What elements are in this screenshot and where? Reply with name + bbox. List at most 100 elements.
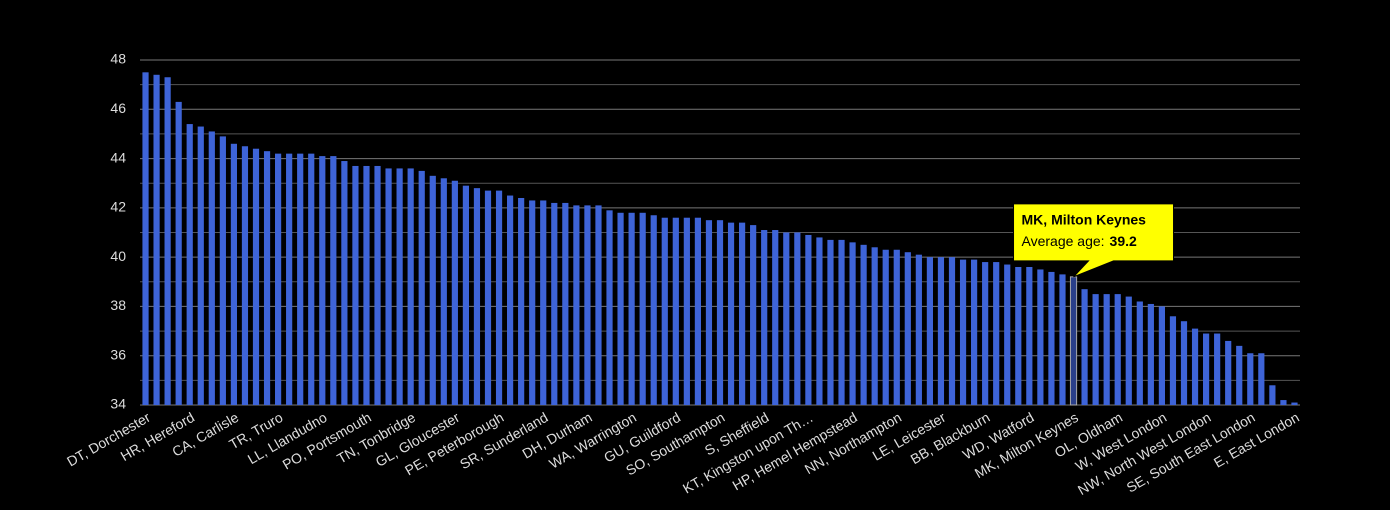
bar <box>208 131 215 405</box>
bar <box>297 153 304 405</box>
bar <box>197 126 204 406</box>
bar <box>816 237 823 405</box>
bar <box>595 205 602 405</box>
bar <box>396 168 403 405</box>
bar <box>937 257 945 405</box>
bar <box>617 212 624 405</box>
tooltip: MK, Milton Keynes Average age: 39.2 <box>1013 203 1175 278</box>
bar <box>772 230 779 405</box>
y-tick-label: 46 <box>110 100 126 116</box>
bar <box>573 205 580 405</box>
y-tick-label: 48 <box>110 51 126 67</box>
bar <box>551 202 558 405</box>
bar <box>540 200 547 405</box>
bar <box>661 217 668 405</box>
bar <box>1158 306 1165 405</box>
bar <box>1280 400 1287 405</box>
bar <box>584 205 591 405</box>
bar <box>959 259 967 405</box>
bar <box>219 136 226 405</box>
bar <box>308 153 315 405</box>
bar <box>1004 264 1011 405</box>
bar <box>1015 267 1022 405</box>
bar <box>1136 301 1143 405</box>
bar <box>705 220 713 405</box>
bar <box>948 257 956 405</box>
bar <box>750 225 757 405</box>
bar <box>1269 385 1276 405</box>
bar <box>186 124 193 406</box>
bar <box>1214 333 1221 405</box>
bar <box>1114 294 1121 405</box>
bar <box>484 190 492 405</box>
y-tick-label: 38 <box>110 297 126 313</box>
bar <box>683 217 690 405</box>
tooltip-label-text: Average age: <box>1022 233 1105 249</box>
bar <box>838 239 845 405</box>
bar <box>904 252 911 405</box>
bar <box>761 230 768 405</box>
bar <box>672 217 679 405</box>
bar <box>275 153 282 405</box>
bar <box>429 175 436 405</box>
bar <box>694 217 701 405</box>
bar <box>739 222 746 405</box>
bar <box>153 74 160 406</box>
bar <box>252 148 260 405</box>
bar <box>860 244 867 405</box>
bar <box>495 190 503 405</box>
bar <box>507 195 514 405</box>
bar <box>518 198 525 405</box>
bar <box>374 165 381 405</box>
bar <box>794 232 801 405</box>
bar <box>462 185 469 405</box>
bar <box>827 239 834 405</box>
bar <box>727 222 735 405</box>
bar <box>915 254 922 405</box>
bar <box>529 200 536 405</box>
bar <box>871 247 878 405</box>
bar <box>628 212 635 405</box>
tooltip-box <box>1013 203 1175 278</box>
bar <box>440 178 447 405</box>
bar <box>1037 269 1044 405</box>
bar <box>241 146 249 405</box>
bar <box>418 170 425 405</box>
bar <box>1169 316 1177 405</box>
bar <box>993 262 1000 405</box>
bar <box>1081 289 1088 405</box>
tooltip-label: Average age: 39.2 <box>1022 233 1137 249</box>
bar <box>971 259 978 405</box>
bar <box>1059 274 1066 405</box>
y-tick-label: 44 <box>110 149 126 165</box>
bar <box>783 232 790 405</box>
bar <box>175 101 182 406</box>
bar <box>1258 353 1265 405</box>
bar <box>1191 328 1199 405</box>
bar <box>1125 296 1132 405</box>
y-tick-label: 40 <box>110 248 126 264</box>
bar <box>849 242 856 405</box>
bar <box>1225 340 1232 405</box>
bar <box>926 257 933 405</box>
bar <box>473 188 481 405</box>
bar <box>341 161 348 405</box>
bar <box>1203 333 1210 405</box>
bar <box>562 202 569 405</box>
bar <box>1103 294 1110 405</box>
bar <box>1147 303 1154 405</box>
bar <box>407 168 414 405</box>
bar <box>1247 353 1254 405</box>
bar <box>805 234 812 405</box>
bar <box>606 210 613 405</box>
bar <box>1026 267 1033 405</box>
bar <box>1236 345 1243 405</box>
bar <box>982 262 989 405</box>
bar <box>230 143 237 406</box>
bar <box>352 165 359 405</box>
tooltip-title: MK, Milton Keynes <box>1022 212 1147 228</box>
y-tick-label: 42 <box>110 199 126 215</box>
bar <box>363 165 370 405</box>
bar <box>650 215 657 405</box>
